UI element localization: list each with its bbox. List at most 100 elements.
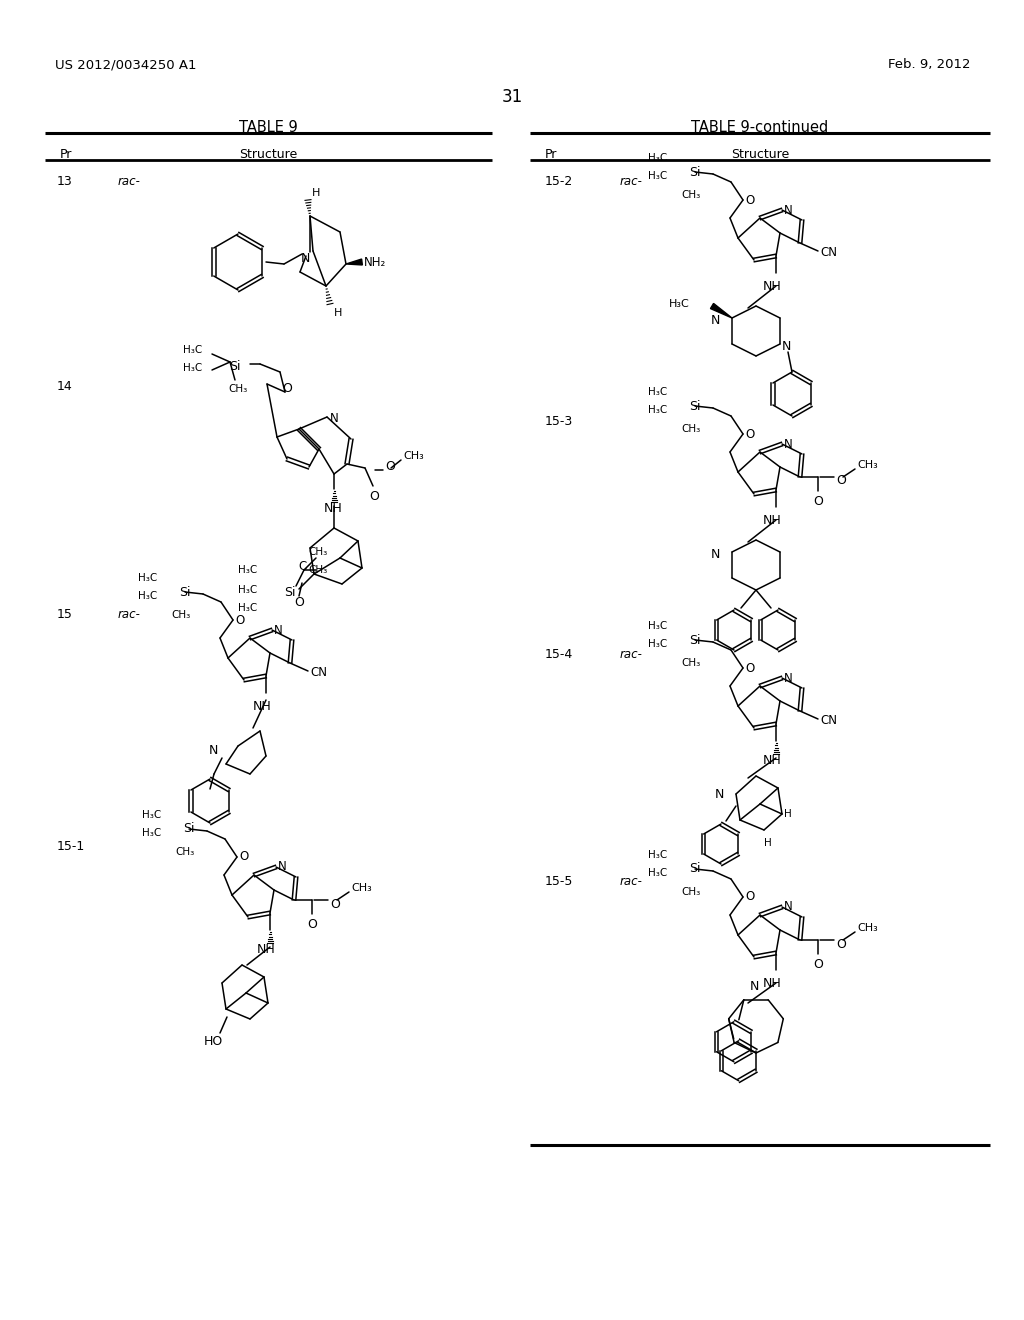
Text: rac-: rac- [620,875,643,888]
Text: Si: Si [689,400,700,412]
Text: H₃C: H₃C [238,565,257,576]
Text: H₃C: H₃C [648,639,667,649]
Text: CH₃: CH₃ [351,883,372,894]
Text: N: N [209,744,218,758]
Text: NH: NH [257,942,275,956]
Text: NH: NH [253,700,271,713]
Text: CH₃: CH₃ [308,565,328,576]
Text: NH: NH [324,502,343,515]
Text: Pr: Pr [545,148,557,161]
Text: CH₃: CH₃ [308,546,328,557]
Text: H: H [784,809,792,818]
Text: H₃C: H₃C [648,172,667,181]
Text: H: H [334,308,342,318]
Text: N: N [784,900,793,913]
Text: N: N [711,549,720,561]
Text: H₃C: H₃C [648,405,667,414]
Text: US 2012/0034250 A1: US 2012/0034250 A1 [55,58,197,71]
Text: 15-5: 15-5 [545,875,573,888]
Text: Si: Si [285,586,296,598]
Polygon shape [711,304,732,318]
Text: 15-1: 15-1 [57,840,85,853]
Text: H₃C: H₃C [182,363,202,374]
Text: O: O [369,490,379,503]
Text: O: O [813,495,823,508]
Text: NH₂: NH₂ [364,256,386,268]
Text: rac-: rac- [620,176,643,187]
Text: rac-: rac- [118,176,141,187]
Text: HO: HO [204,1035,223,1048]
Text: H₃C: H₃C [141,810,161,820]
Text: H: H [764,838,772,847]
Text: N: N [715,788,724,800]
Text: Si: Si [689,634,700,647]
Text: 31: 31 [502,88,522,106]
Text: N: N [278,861,287,874]
Text: N: N [782,339,792,352]
Text: N: N [784,672,793,685]
Text: CH₃: CH₃ [857,459,878,470]
Text: O: O [294,595,304,609]
Text: Si: Si [689,862,700,875]
Text: Si: Si [183,822,195,836]
Text: O: O [745,194,755,206]
Text: CN: CN [310,667,327,680]
Text: H₃C: H₃C [138,573,157,583]
Text: CH₃: CH₃ [681,424,700,434]
Text: H: H [312,187,321,198]
Polygon shape [346,259,362,265]
Text: NH: NH [763,280,781,293]
Text: NH: NH [763,977,781,990]
Text: N: N [711,314,720,326]
Text: 13: 13 [57,176,73,187]
Text: O: O [307,917,317,931]
Text: N: N [300,252,309,264]
Text: H₃C: H₃C [648,869,667,878]
Text: rac-: rac- [620,648,643,661]
Text: 14: 14 [57,380,73,393]
Text: O: O [836,474,846,487]
Text: CH₃: CH₃ [681,887,700,898]
Text: H₃C: H₃C [648,153,667,162]
Text: Structure: Structure [731,148,790,161]
Text: TABLE 9-continued: TABLE 9-continued [691,120,828,135]
Text: N: N [784,437,793,450]
Text: CH₃: CH₃ [681,190,700,201]
Text: Si: Si [179,586,190,598]
Text: N: N [274,623,283,636]
Text: O: O [745,428,755,441]
Text: O: O [836,937,846,950]
Text: O: O [385,459,395,473]
Text: CH₃: CH₃ [228,384,247,393]
Text: NH: NH [763,513,781,527]
Text: NH: NH [763,754,781,767]
Text: CN: CN [820,247,837,260]
Text: Structure: Structure [239,148,297,161]
Text: 15: 15 [57,609,73,620]
Text: H₃C: H₃C [141,828,161,838]
Text: H₃C: H₃C [648,850,667,861]
Text: CH₃: CH₃ [857,923,878,933]
Text: H₃C: H₃C [670,300,690,309]
Text: N: N [784,203,793,216]
Text: 15-3: 15-3 [545,414,573,428]
Text: O: O [239,850,248,863]
Text: 15-4: 15-4 [545,648,573,661]
Text: Feb. 9, 2012: Feb. 9, 2012 [888,58,970,71]
Text: C: C [298,560,306,573]
Text: H₃C: H₃C [138,591,157,601]
Text: CH₃: CH₃ [403,451,424,461]
Text: H₃C: H₃C [182,345,202,355]
Text: O: O [282,381,292,395]
Text: Pr: Pr [60,148,73,161]
Text: TABLE 9: TABLE 9 [239,120,297,135]
Text: Si: Si [689,165,700,178]
Text: CH₃: CH₃ [175,847,195,857]
Text: H₃C: H₃C [648,620,667,631]
Text: H₃C: H₃C [238,603,257,612]
Text: rac-: rac- [118,609,141,620]
Text: Si: Si [229,360,241,374]
Text: CH₃: CH₃ [681,657,700,668]
Text: O: O [745,661,755,675]
Text: N: N [330,412,339,425]
